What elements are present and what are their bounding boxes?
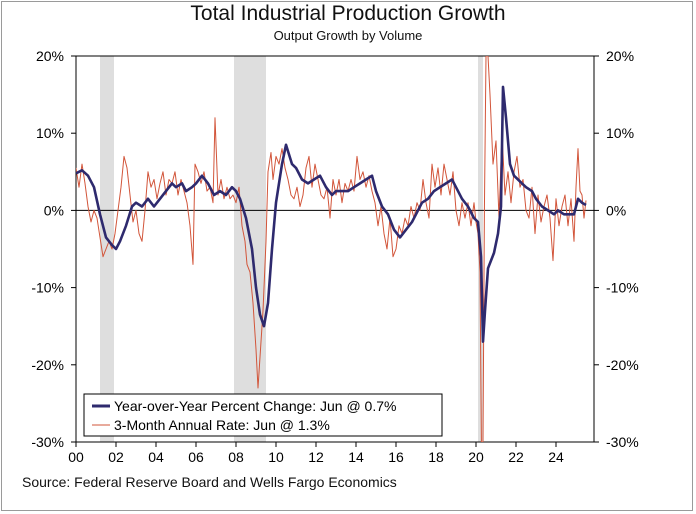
x-tick-label-7: 14: [348, 449, 364, 465]
chart-subtitle: Output Growth by Volume: [273, 28, 423, 43]
x-tick-label-9: 18: [428, 449, 444, 465]
plot-area-border: [75, 55, 595, 443]
x-tick-label-4: 08: [228, 449, 244, 465]
x-tick-label-2: 04: [148, 449, 164, 465]
y-tick-label-left-4: -20%: [31, 357, 64, 373]
x-tick-label-3: 06: [188, 449, 204, 465]
y-tick-label-left-0: 20%: [36, 48, 64, 64]
y-tick-label-right-4: -20%: [606, 357, 639, 373]
y-tick-label-right-3: -10%: [606, 280, 639, 296]
y-tick-label-left-2: 0%: [44, 202, 64, 218]
legend-box: [83, 393, 443, 437]
x-tick-label-8: 16: [388, 449, 404, 465]
y-tick-label-right-5: -30%: [606, 434, 639, 450]
recession-band-0: [100, 56, 114, 442]
y-tick-label-right-0: 20%: [606, 48, 634, 64]
x-tick-label-11: 22: [508, 449, 524, 465]
x-tick-label-6: 12: [308, 449, 324, 465]
x-tick-label-10: 20: [468, 449, 484, 465]
recession-band-1: [234, 56, 266, 442]
chart-title: Total Industrial Production Growth: [190, 2, 506, 25]
y-tick-label-right-1: 10%: [606, 125, 634, 141]
y-tick-label-left-3: -10%: [31, 280, 64, 296]
series-line-3month: [76, 56, 587, 442]
x-tick-label-5: 10: [268, 449, 284, 465]
y-tick-label-left-5: -30%: [31, 434, 64, 450]
series-line-yoy: [76, 85, 587, 343]
source-note: Source: Federal Reserve Board and Wells …: [22, 474, 397, 490]
legend-label-3m: 3-Month Annual Rate: Jun @ 1.3%: [114, 417, 330, 433]
x-tick-label-1: 02: [108, 449, 124, 465]
x-tick-label-0: 00: [68, 449, 84, 465]
x-tick-label-12: 24: [548, 449, 564, 465]
y-tick-label-left-1: 10%: [36, 125, 64, 141]
legend-label-yoy: Year-over-Year Percent Change: Jun @ 0.7…: [114, 398, 396, 414]
y-tick-label-right-2: 0%: [606, 202, 626, 218]
